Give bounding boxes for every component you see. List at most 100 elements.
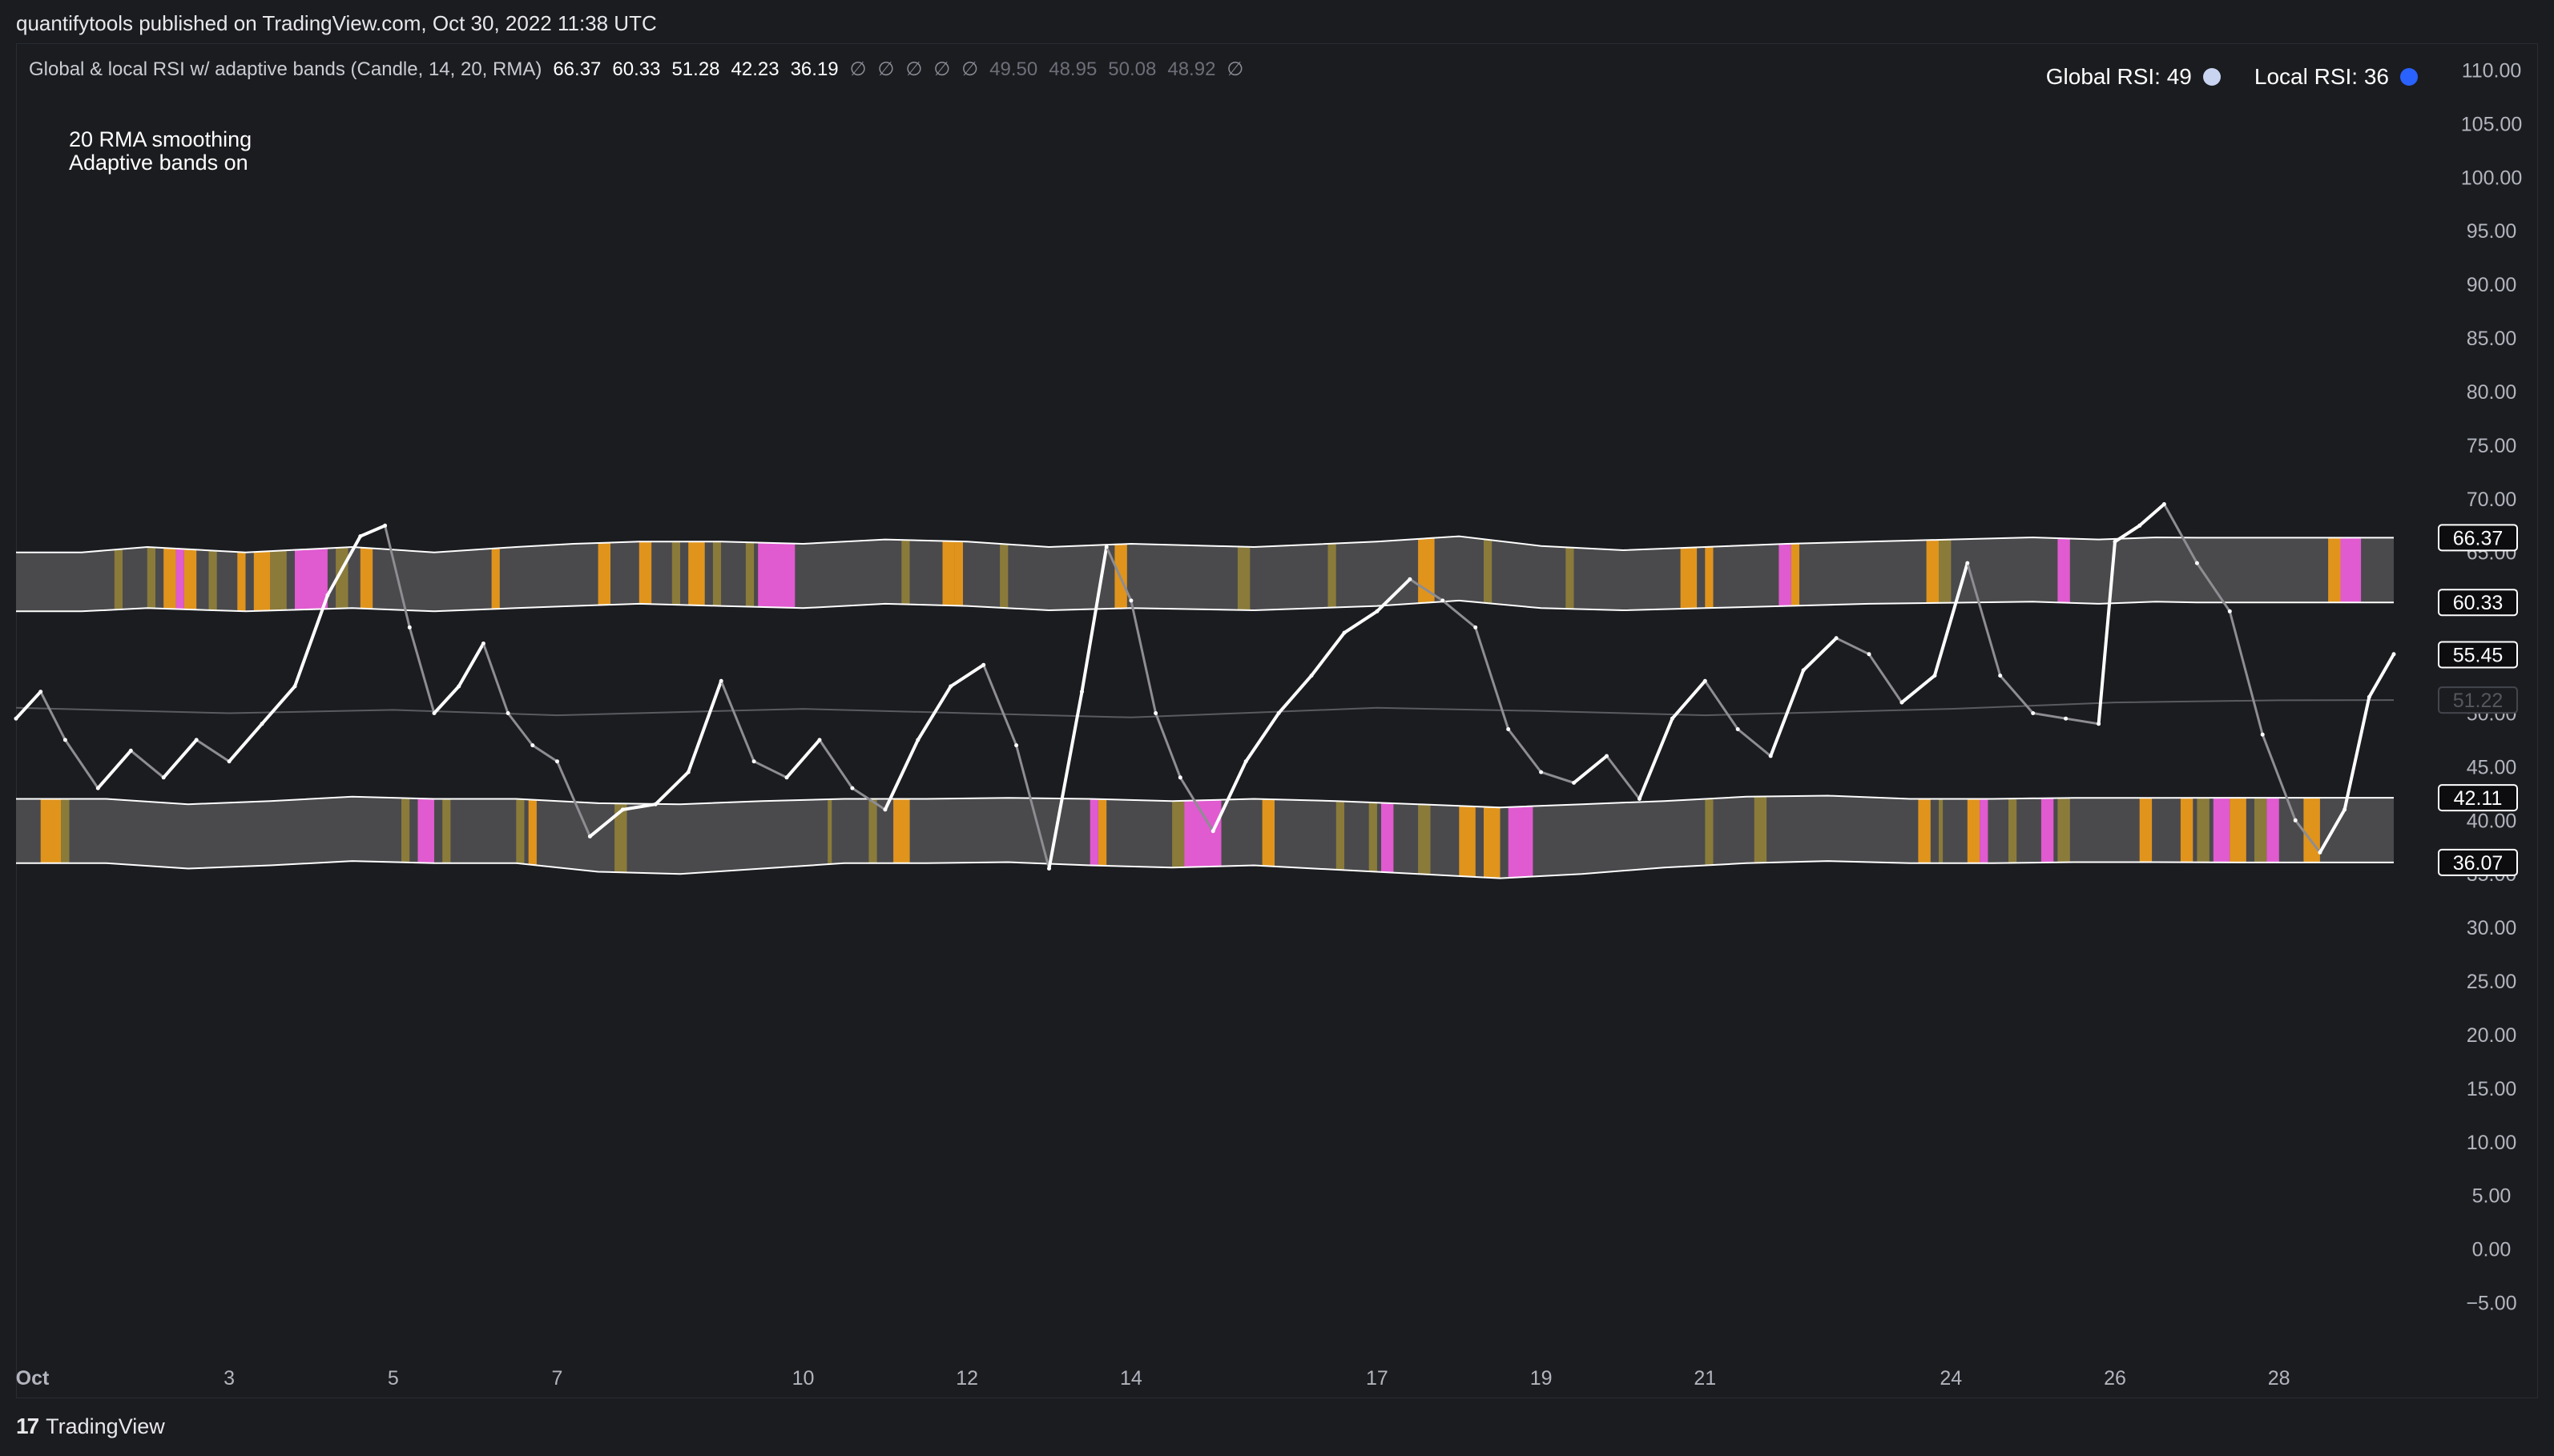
chart-frame[interactable] [16,43,2538,1398]
indicator-legend[interactable]: Global & local RSI w/ adaptive bands (Ca… [29,58,1243,81]
local-rsi-segment-39 [1154,712,1182,779]
local-rsi-segment-30 [883,738,920,811]
local-rsi-point-11 [358,534,363,539]
local-rsi-point-26 [784,775,789,780]
upper-band-bottom-line [16,599,2394,613]
local-rsi-segment-28 [818,738,854,790]
local-rsi-point-30 [916,738,920,742]
lower-band-orange-segment-36 [2230,798,2246,863]
lower-band-olive-segment-1 [61,798,70,863]
local-rsi-segment-23 [654,770,691,806]
x-tick-label-10: 24 [1940,1367,1962,1390]
local-rsi-segment-10 [293,593,329,688]
x-tick-label-2: 5 [388,1367,399,1390]
local-rsi-segment-4 [96,749,133,790]
upper-band-orange-segment-22 [954,541,963,606]
legend-dim-value-3: 50.08 [1108,58,1157,80]
local-rsi-point-77 [2367,694,2371,699]
local-rsi-segment-55 [1670,679,1707,721]
lower-band-orange-segment-12 [1098,798,1107,866]
upper-band-olive-segment-20 [901,540,910,605]
local-rsi-segment-47 [1408,577,1444,602]
local-rsi-segment-20 [556,760,591,838]
local-rsi-segment-7 [195,738,231,763]
bottom-bar [0,1398,2554,1456]
legend-na-3: ∅ [905,58,923,80]
upper-band-orange-segment-30 [1680,547,1698,609]
y-tick-label-7: 75.00 [2467,435,2517,457]
local-rsi-point-28 [850,786,855,790]
price-label-box-3 [2438,686,2518,714]
local-rsi-point-49 [1506,727,1511,731]
lower-band-orange-segment-10 [893,798,910,863]
legend-value-5: 36.19 [790,58,839,80]
upper-band-orange-segment-31 [1705,546,1714,609]
local-rsi-point-1 [38,690,43,694]
local-rsi-point-25 [751,759,756,764]
y-tick-label-6: 80.00 [2467,381,2517,404]
x-tick-label-0: Oct [16,1367,50,1390]
local-rsi-segment-29 [851,786,887,811]
local-rsi-segment-34 [1015,744,1050,870]
y-tick-label-4: 90.00 [2467,274,2517,296]
lower-band-magenta-segment-22 [1508,806,1533,878]
local-rsi-segment-12 [358,524,387,538]
lower-band-magenta-segment-11 [1090,798,1098,866]
local-rsi-point-69 [2137,523,2142,528]
local-rsi-point-10 [325,593,330,597]
local-rsi-segment-32 [949,663,985,688]
local-rsi-point-8 [260,722,264,726]
local-rsi-segment-35 [1047,690,1084,871]
local-rsi-point-32 [981,662,986,667]
local-rsi-segment-5 [129,749,165,779]
publisher-text: quantifytools published on TradingView.c… [16,11,657,35]
local-rsi-point-72 [2227,609,2232,613]
tradingview-logo[interactable]: 17 TradingView [16,1414,165,1439]
lower-band-orange-segment-0 [40,798,62,863]
local-rsi-point-78 [2391,652,2396,657]
price-label-box-0 [2438,524,2518,552]
local-rsi-segment-77 [2343,695,2371,811]
indicator-title: Global & local RSI w/ adaptive bands (Ca… [29,58,542,80]
upper-band-magenta-segment-9 [295,549,328,609]
upper-band-olive-segment-25 [1237,546,1251,610]
local-rsi-point-47 [1440,598,1445,603]
local-rsi-point-12 [383,523,388,528]
local-rsi-point-66 [2064,716,2069,721]
price-label-text-4: 42.11 [2454,787,2503,810]
local-rsi-segment-37 [1105,545,1133,602]
local-rsi-point-41 [1243,759,1248,764]
x-tick-label-8: 19 [1530,1367,1553,1390]
lower-band-magenta-segment-35 [2213,798,2230,863]
local-rsi-segment-11 [325,534,362,597]
local-rsi-point-62 [1932,674,1937,678]
x-tick-label-12: 28 [2268,1367,2290,1390]
local-rsi-point-0 [14,716,18,721]
local-rsi-segment-18 [506,712,534,747]
local-rsi-segment-68 [2097,540,2117,726]
bands-layer [16,536,2394,879]
lower-band-magenta-segment-3 [417,798,434,863]
lower-band-olive-segment-9 [868,798,877,863]
local-rsi-segment-27 [785,738,821,779]
local-rsi-segment-72 [2195,561,2231,613]
local-rsi-point-53 [1637,797,1642,801]
local-rsi-segment-65 [1999,674,2035,714]
y-tick-label-16: 30.00 [2467,917,2517,939]
upper-band-orange-segment-4 [183,549,197,609]
local-rsi-point-51 [1572,780,1577,785]
lower-band-olive-segment-4 [442,798,451,863]
local-rsi-segment-8 [228,722,264,763]
lower-band-olive-segment-17 [1368,802,1377,872]
local-rsi-point-2 [62,738,67,742]
local-rsi-point-22 [653,802,658,806]
price-label-box-2 [2438,641,2518,669]
local-rsi-segment-62 [1899,674,1936,705]
local-rsi-point-17 [506,711,510,715]
upper-band-magenta-segment-38 [2340,537,2362,603]
local-rsi-segment-25 [719,679,755,763]
upper-band-olive-segment-35 [1939,539,1952,603]
local-rsi-point-42 [1276,711,1281,715]
local-rsi-point-43 [1309,674,1314,678]
